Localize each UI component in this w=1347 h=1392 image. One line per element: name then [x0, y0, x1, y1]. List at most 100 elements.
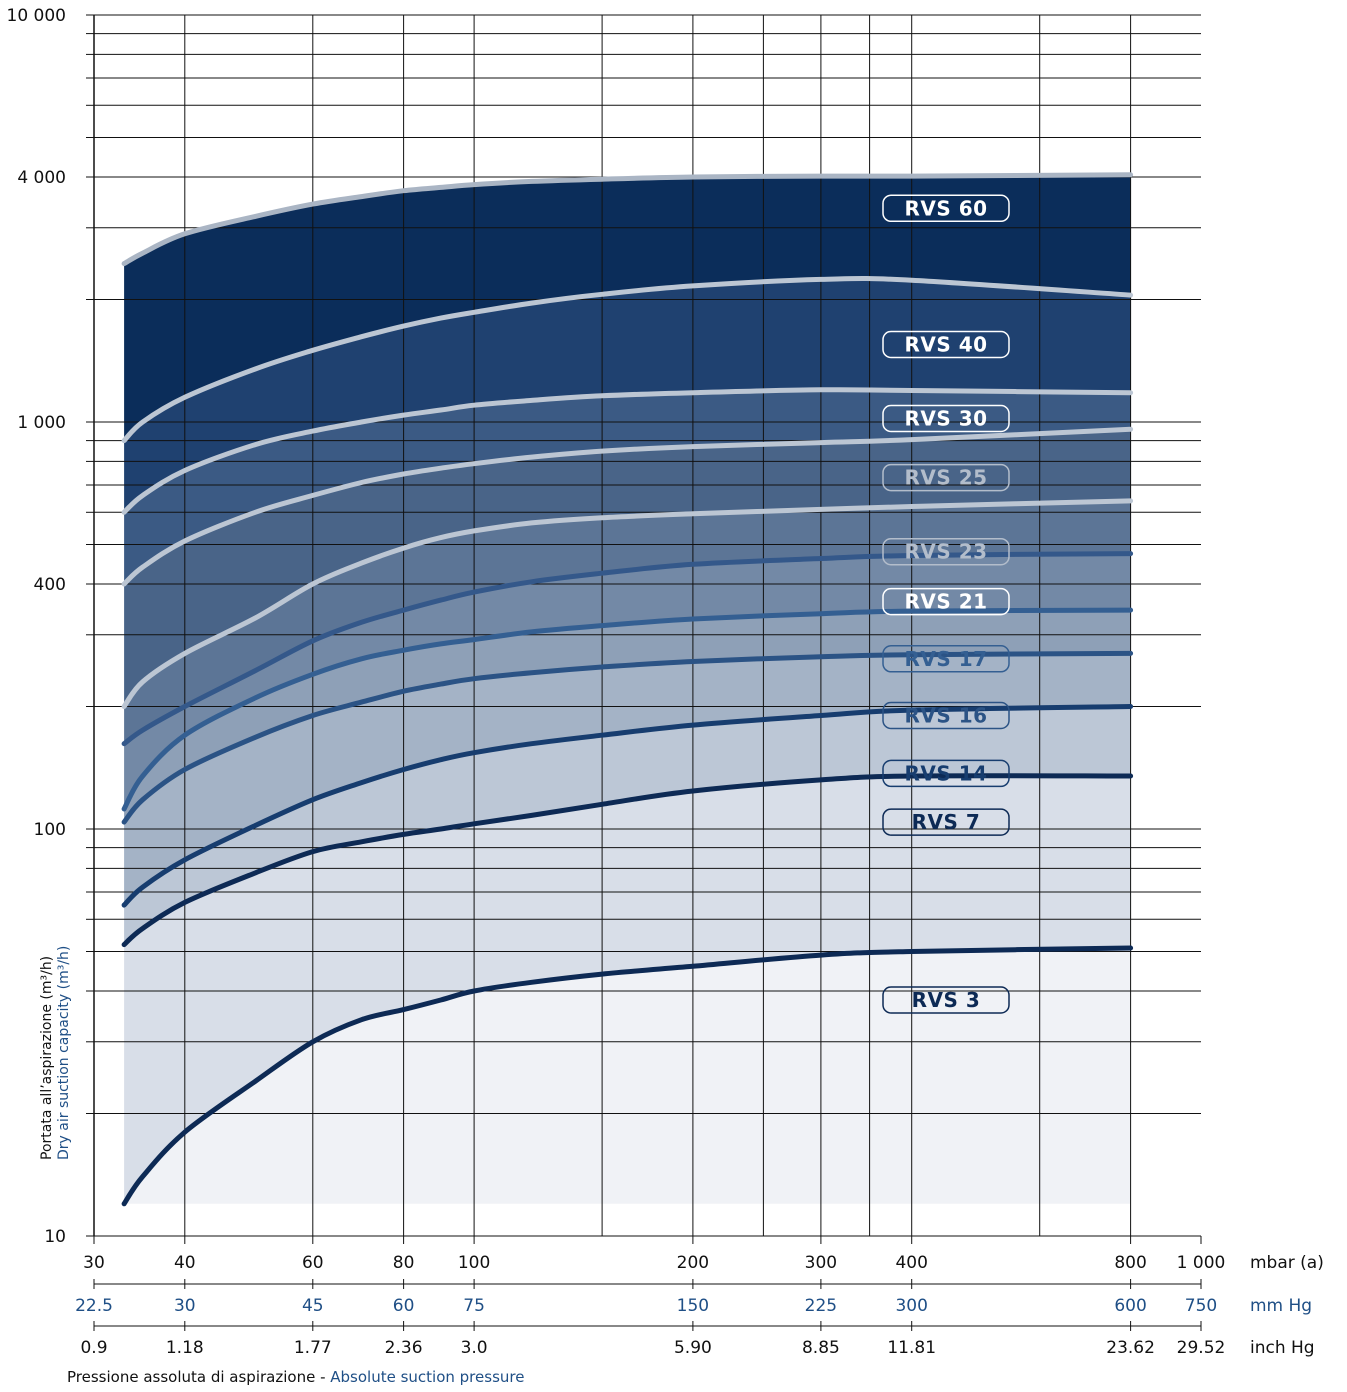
label-pill-rvs-21	[882, 587, 1010, 616]
unit-label-inhg: inch Hg	[1250, 1338, 1315, 1358]
curve-rvs-7	[121, 773, 1134, 948]
y-axis-label-english: Dry air suction capacity (m³/h)	[56, 946, 72, 1160]
x-tick-label-inhg: 1.18	[166, 1338, 204, 1358]
y-tick-label: 10	[44, 1227, 66, 1247]
area-band-rvs-7	[124, 775, 1131, 1204]
label-pill-rvs-16	[882, 701, 1010, 730]
curve-rvs-40	[121, 275, 1134, 444]
x-axis-label-italian: Pressione assoluta di aspirazione -	[67, 1368, 330, 1386]
label-pill-rvs-3	[882, 986, 1010, 1014]
label-rvs-3: RVS 3	[882, 986, 1010, 1014]
series-labels: RVS 3 RVS 7 RVS 14 RVS 16 RVS 17 RVS 21 RVS 23…	[882, 194, 1010, 1014]
y-tick-label: 4 000	[17, 168, 66, 188]
x-tick-label-mbar: 300	[805, 1253, 837, 1273]
label-pill-rvs-60	[882, 194, 1010, 223]
x-tick-label-mbar: 40	[174, 1253, 196, 1273]
area-band-rvs-23	[124, 500, 1131, 744]
label-text-rvs-40: RVS 40	[904, 333, 987, 357]
label-text-rvs-23: RVS 23	[904, 540, 987, 564]
area-band-rvs-60	[124, 174, 1131, 441]
x-axis-title: Pressione assoluta di aspirazione - Abso…	[67, 1368, 524, 1386]
label-rvs-60: RVS 60	[882, 194, 1010, 223]
x-tick-label-mmhg: 22.5	[75, 1296, 113, 1316]
x-tick-label-mmhg: 225	[805, 1296, 837, 1316]
x-tick-label-inhg: 2.36	[385, 1338, 423, 1358]
y-tick-label: 400	[34, 575, 66, 595]
area-band-rvs-40	[124, 278, 1131, 513]
x-tick-label-mmhg: 150	[677, 1296, 709, 1316]
label-pill-rvs-25	[882, 463, 1010, 492]
x-tick-label-inhg: 3.0	[461, 1338, 488, 1358]
label-pill-rvs-7	[882, 808, 1010, 836]
x-axis-label-english: Absolute suction pressure	[330, 1368, 524, 1386]
label-text-rvs-14: RVS 14	[904, 761, 987, 785]
label-rvs-16: RVS 16	[882, 701, 1010, 730]
label-rvs-23: RVS 23	[882, 537, 1010, 566]
label-pill-rvs-30	[882, 404, 1010, 433]
label-text-rvs-60: RVS 60	[904, 196, 987, 220]
label-rvs-40: RVS 40	[882, 330, 1010, 359]
label-rvs-7: RVS 7	[882, 808, 1010, 836]
x-tick-label-inhg: 23.62	[1106, 1338, 1155, 1358]
y-axis-label-italian: Portata all’aspirazione (m³/h)	[39, 956, 55, 1160]
label-rvs-21: RVS 21	[882, 587, 1010, 616]
area-band-rvs-16	[124, 653, 1131, 906]
curve-rvs-23	[121, 498, 1134, 709]
x-tick-label-mbar: 400	[895, 1253, 927, 1273]
curve-rvs-3	[121, 945, 1134, 1207]
x-tick-label-inhg: 8.85	[802, 1338, 840, 1358]
x-tick-label-inhg: 11.81	[887, 1338, 936, 1358]
area-band-rvs-25	[124, 429, 1131, 707]
x-tick-label-mmhg: 600	[1114, 1296, 1146, 1316]
x-tick-label-mbar: 30	[83, 1253, 105, 1273]
y-tick-label: 100	[34, 820, 66, 840]
label-text-rvs-17: RVS 17	[904, 647, 987, 671]
curve-rvs-14	[121, 704, 1134, 908]
x-tick-label-mmhg: 60	[393, 1296, 415, 1316]
label-rvs-14: RVS 14	[882, 759, 1010, 788]
x-tick-label-inhg: 5.90	[674, 1338, 712, 1358]
x-tick-label-mmhg: 750	[1185, 1296, 1217, 1316]
x-tick-label-mbar: 200	[677, 1253, 709, 1273]
label-rvs-25: RVS 25	[882, 463, 1010, 492]
area-band-rvs-3	[124, 948, 1131, 1204]
unit-label-mbar: mbar (a)	[1250, 1253, 1324, 1273]
label-pill-rvs-40	[882, 330, 1010, 359]
curve-rvs-17	[121, 607, 1134, 812]
y-tick-label: 1 000	[17, 413, 66, 433]
curve-rvs-30	[121, 387, 1134, 515]
label-text-rvs-21: RVS 21	[904, 590, 987, 614]
curve-rvs-16	[121, 650, 1134, 825]
label-rvs-30: RVS 30	[882, 404, 1010, 433]
unit-label-mmhg: mm Hg	[1250, 1296, 1312, 1316]
label-text-rvs-7: RVS 7	[912, 810, 981, 834]
label-text-rvs-16: RVS 16	[904, 704, 987, 728]
x-tick-label-mmhg: 30	[174, 1296, 196, 1316]
curve-rvs-60	[121, 172, 1134, 267]
axes: 10 100 400 1 000 4 000 10 000 30 40 60 80 100 200 30…	[7, 6, 1324, 1358]
series-curves	[121, 172, 1134, 1207]
x-tick-label-mbar: 800	[1114, 1253, 1146, 1273]
label-pill-rvs-14	[882, 759, 1010, 788]
x-tick-label-mbar: 80	[393, 1253, 415, 1273]
label-pill-rvs-23	[882, 537, 1010, 566]
label-pill-rvs-17	[882, 645, 1010, 673]
area-band-rvs-21	[124, 553, 1131, 809]
label-text-rvs-30: RVS 30	[904, 407, 987, 431]
x-tick-label-inhg: 1.77	[294, 1338, 332, 1358]
x-tick-label-inhg: 29.52	[1177, 1338, 1226, 1358]
area-fills	[124, 174, 1131, 1204]
x-tick-label-mmhg: 45	[302, 1296, 324, 1316]
label-text-rvs-25: RVS 25	[904, 466, 987, 490]
label-text-rvs-3: RVS 3	[912, 988, 981, 1012]
x-tick-label-mbar: 100	[458, 1253, 490, 1273]
label-rvs-17: RVS 17	[882, 645, 1010, 673]
area-band-rvs-14	[124, 706, 1131, 945]
grid-lines	[94, 14, 1201, 1237]
area-band-rvs-17	[124, 610, 1131, 823]
x-tick-label-mbar: 1 000	[1177, 1253, 1226, 1273]
x-tick-label-mmhg: 300	[895, 1296, 927, 1316]
x-tick-label-mmhg: 75	[463, 1296, 485, 1316]
curve-rvs-21	[121, 551, 1134, 747]
